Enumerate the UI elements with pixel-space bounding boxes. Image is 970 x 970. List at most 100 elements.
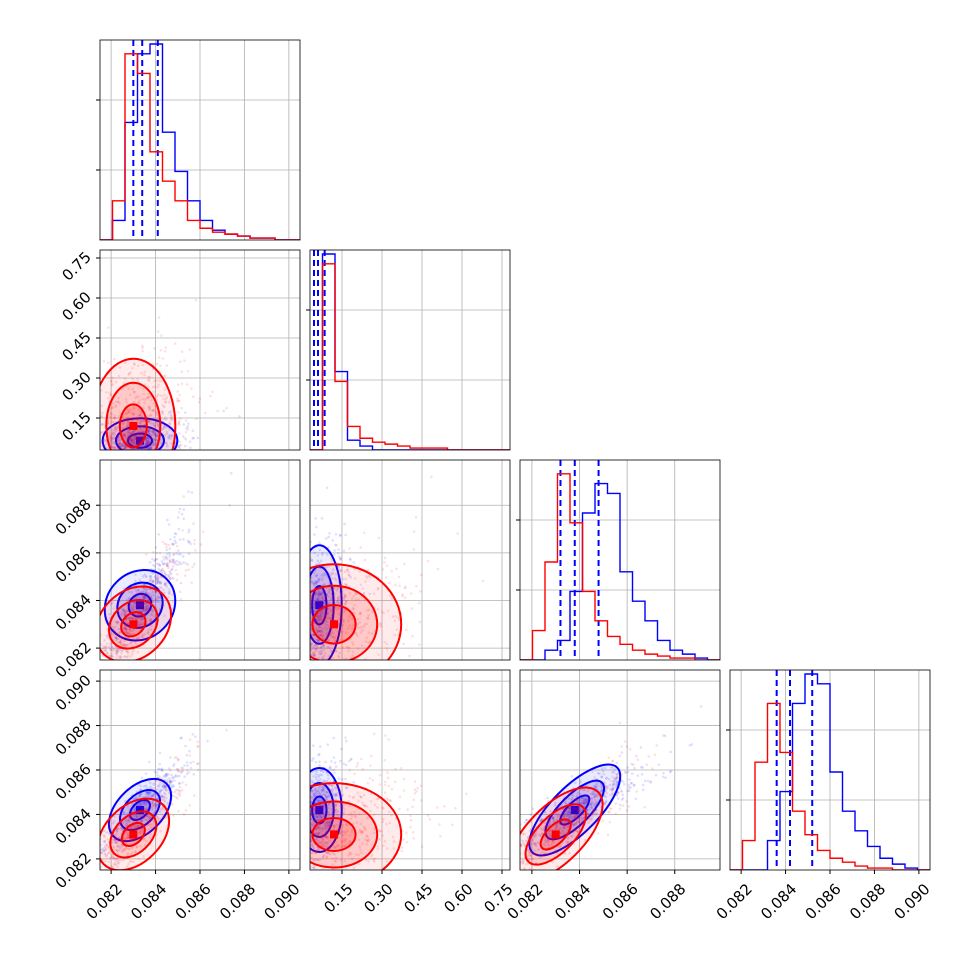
scatter-point [140, 804, 144, 807]
scatter-point [95, 391, 98, 394]
scatter-point [104, 848, 107, 852]
scatter-point [101, 439, 104, 443]
scatter-point [330, 687, 333, 690]
scatter-point [338, 595, 341, 599]
scatter-point [114, 840, 118, 844]
scatter-point [630, 781, 634, 785]
scatter-point [163, 374, 167, 377]
scatter-point [126, 627, 130, 631]
scatter-point [124, 439, 128, 443]
scatter-point [334, 808, 338, 812]
scatter-point [323, 873, 326, 876]
scatter-point [154, 813, 158, 817]
scatter-point [323, 844, 326, 847]
x-tick-label: 0.30 [360, 880, 396, 916]
scatter-point [122, 610, 125, 613]
scatter-point [552, 820, 556, 823]
scatter-point [128, 616, 131, 619]
scatter-point [317, 656, 321, 660]
scatter-point [316, 639, 320, 642]
scatter-point [332, 615, 335, 619]
scatter-point [147, 430, 151, 433]
scatter-point [567, 813, 571, 817]
scatter-point [125, 832, 129, 835]
scatter-point [311, 790, 315, 793]
scatter-point [127, 862, 130, 866]
scatter-point [143, 602, 146, 605]
scatter-point [172, 542, 175, 546]
scatter-point [158, 596, 162, 600]
scatter-point [163, 614, 166, 617]
scatter-point [327, 806, 331, 810]
scatter-point [141, 346, 144, 349]
scatter-point [176, 767, 180, 771]
scatter-point [355, 592, 358, 596]
scatter-point [124, 819, 127, 822]
scatter-point [158, 379, 161, 383]
scatter-point [155, 771, 159, 774]
scatter-point [414, 515, 418, 519]
scatter-point [163, 433, 167, 437]
scatter-point [169, 782, 172, 786]
scatter-point [319, 611, 323, 615]
scatter-point [314, 777, 318, 781]
scatter-point [307, 621, 310, 624]
scatter-point [160, 571, 163, 574]
grid [100, 250, 300, 450]
scatter-point [118, 642, 122, 645]
scatter-point [319, 816, 323, 820]
scatter-point [316, 790, 320, 793]
scatter-point [162, 570, 165, 573]
scatter-point [126, 847, 130, 851]
scatter-point [159, 441, 163, 445]
scatter-point [160, 785, 164, 788]
scatter-point [630, 762, 634, 766]
scatter-point [153, 438, 156, 442]
scatter-point [113, 625, 117, 629]
scatter-point [87, 888, 90, 891]
scatter-point [134, 437, 137, 441]
scatter-point [570, 835, 574, 838]
scatter-point [320, 631, 324, 634]
scatter-point [121, 422, 125, 425]
scatter-point [160, 768, 164, 772]
scatter-point [325, 881, 328, 884]
scatter-point [349, 614, 352, 617]
scatter-point [137, 794, 141, 798]
scatter-point [322, 843, 325, 846]
scatter-point [146, 631, 150, 634]
scatter-point [161, 404, 164, 407]
scatter-point [142, 602, 146, 605]
scatter-point [146, 604, 149, 608]
scatter-point [154, 802, 157, 806]
scatter-point [316, 630, 320, 633]
scatter-point [146, 597, 150, 601]
scatter-point [611, 787, 615, 791]
scatter-point [108, 687, 111, 690]
scatter-point [315, 615, 318, 618]
scatter-point [317, 818, 321, 822]
scatter-point [321, 805, 324, 809]
scatter-point [593, 786, 597, 789]
scatter-point [111, 437, 115, 441]
scatter-point [103, 439, 107, 442]
scatter-point [152, 820, 156, 824]
scatter-point [320, 682, 323, 685]
scatter-point [393, 583, 397, 587]
scatter-point [312, 704, 315, 707]
scatter-point [185, 772, 189, 776]
histogram-series-0 [310, 253, 510, 450]
scatter-point [178, 507, 182, 511]
scatter-point [306, 655, 309, 658]
scatter-point [165, 430, 169, 434]
scatter-point [117, 815, 121, 819]
scatter-point [613, 768, 616, 771]
scatter-point [168, 569, 172, 573]
scatter-point [88, 409, 91, 412]
scatter-point [322, 779, 325, 783]
scatter-point [155, 577, 159, 581]
scatter-point [329, 556, 333, 560]
scatter-point [188, 803, 192, 807]
scatter-point [393, 633, 397, 637]
scatter-point [170, 415, 173, 419]
